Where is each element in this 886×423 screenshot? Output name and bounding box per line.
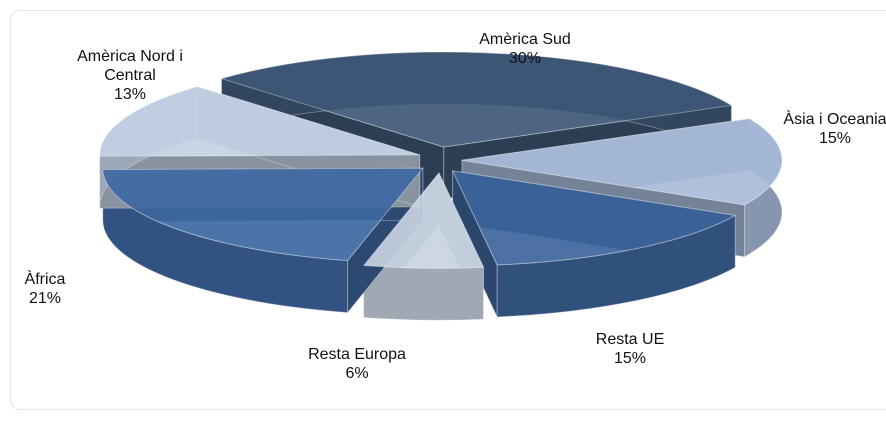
category-name: Àsia i Oceania [783, 111, 886, 128]
value-label: 15% [613, 350, 647, 367]
slice-label: Amèrica Sud 30% [445, 30, 605, 68]
slice-rim [363, 264, 484, 321]
slice-label: Resta Europa 6% [277, 345, 437, 383]
category-name: Resta UE [595, 331, 665, 348]
value-label: 15% [818, 130, 852, 147]
category-name: Àfrica [24, 271, 66, 288]
value-label: 13% [113, 86, 147, 103]
slice [451, 170, 737, 266]
slice [102, 167, 424, 262]
value-label: 21% [28, 290, 62, 307]
slice [99, 86, 420, 157]
value-label: 30% [508, 50, 542, 67]
slice [362, 172, 485, 269]
slice-label: Resta UE 15% [560, 330, 700, 368]
slice-label: Àsia i Oceania 15% [755, 110, 886, 148]
slice [219, 51, 733, 148]
category-name: Amèrica Nord i Central [77, 48, 183, 84]
category-name: Amèrica Sud [479, 31, 571, 48]
slice [461, 118, 783, 206]
category-name: Resta Europa [308, 346, 406, 363]
chart-frame [10, 10, 886, 410]
value-label: 6% [345, 365, 369, 382]
slice-label: Amèrica Nord i Central 13% [50, 47, 210, 104]
slice-label: Àfrica 21% [0, 270, 90, 308]
